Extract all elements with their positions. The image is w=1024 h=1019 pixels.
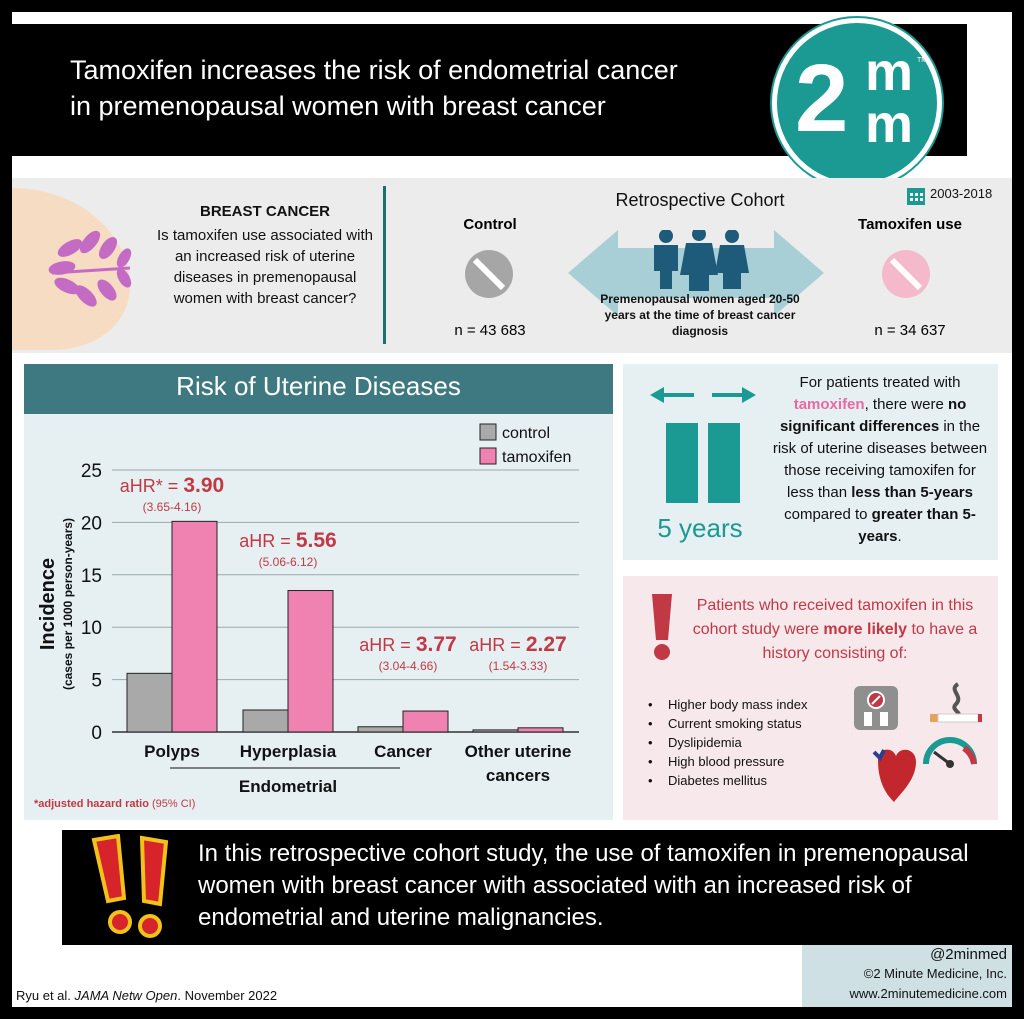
- footnote: *adjusted hazard ratio (95% CI): [34, 798, 195, 810]
- ahr-annotation: aHR = 5.56: [239, 529, 336, 552]
- double-arrow-icon: [568, 230, 824, 316]
- question-heading: BREAST CANCER: [199, 203, 330, 220]
- heart-icon: [872, 749, 916, 802]
- divider: [383, 186, 386, 344]
- 2minmed-logo: 2 m m TM: [772, 18, 942, 188]
- copyright: ©2 Minute Medicine, Inc.: [863, 966, 1007, 981]
- ahr-ci: (3.04-4.66): [379, 659, 438, 673]
- list-item: Current smoking status: [648, 714, 848, 733]
- history-list: Higher body mass index Current smoking s…: [648, 695, 848, 790]
- breast-icon: [12, 188, 132, 350]
- y-axis-sublabel: (cases per 1000 person-years): [61, 518, 75, 690]
- history-title: Patients who received tamoxifen in this …: [692, 597, 978, 662]
- scale-icon: [854, 686, 898, 730]
- bar-control: [472, 729, 519, 733]
- control-pill-icon: [465, 250, 513, 298]
- bar-tamoxifen: [171, 520, 218, 733]
- logo-letter-bottom: m: [865, 94, 914, 154]
- y-tick-label: 15: [81, 566, 102, 587]
- tamoxifen-n: n = 34 637: [874, 322, 946, 339]
- bar-tamoxifen: [517, 727, 564, 733]
- ahr-annotation: aHR = 2.27: [469, 633, 566, 656]
- group-label: Endometrial: [239, 777, 337, 796]
- ahr-annotation: aHR* = 3.90: [120, 474, 224, 497]
- y-tick-label: 20: [81, 513, 102, 534]
- cohort-band: [12, 178, 1012, 353]
- list-item: Higher body mass index: [648, 695, 848, 714]
- exclamation-icon: [652, 594, 672, 660]
- ahr-ci: (3.65-4.16): [143, 500, 202, 514]
- ahr-annotation: aHR = 3.77: [359, 633, 456, 656]
- y-tick-label: 5: [91, 671, 102, 692]
- ahr-ci: (5.06-6.12): [259, 555, 318, 569]
- legend-swatch: [479, 423, 497, 441]
- title-line-2: in premenopausal women with breast cance…: [70, 91, 606, 121]
- legend-swatch: [479, 447, 497, 465]
- citation: Ryu et al. JAMA Netw Open. November 2022: [16, 988, 278, 1003]
- title-line-1: Tamoxifen increases the risk of endometr…: [70, 55, 678, 85]
- calendar-icon: [907, 188, 925, 205]
- bar-control: [357, 726, 404, 733]
- gauge-icon: [923, 737, 977, 768]
- social-handle: @2minmed: [930, 946, 1007, 963]
- cigarette-icon: [930, 682, 982, 723]
- cohort-title: Retrospective Cohort: [615, 190, 785, 210]
- conclusion-text: In this retrospective cohort study, the …: [198, 840, 969, 931]
- x-tick-label: Hyperplasia: [240, 742, 337, 761]
- page-title: Tamoxifen increases the risk of endometr…: [70, 52, 790, 124]
- risk-title: Risk of Uterine Diseases: [176, 371, 461, 401]
- logo-digit: 2: [795, 45, 849, 152]
- legend-label: tamoxifen: [502, 449, 571, 466]
- duration-text: For patients treated with tamoxifen, the…: [772, 374, 988, 545]
- website-url: www.2minutemedicine.com: [849, 986, 1007, 1001]
- tamoxifen-pill-icon: [882, 250, 930, 298]
- date-range: 2003-2018: [930, 186, 993, 201]
- y-axis-label: Incidence: [37, 558, 59, 650]
- y-tick-label: 10: [81, 618, 102, 639]
- conclusion-bar: [62, 830, 1012, 945]
- bar-tamoxifen: [402, 710, 449, 733]
- bar-control: [242, 709, 289, 733]
- x-tick-label: Cancer: [374, 742, 432, 761]
- five-years-icon: [650, 387, 756, 503]
- tamoxifen-label: Tamoxifen use: [858, 216, 962, 233]
- cohort-description: Premenopausal women aged 20-50 years at …: [600, 292, 800, 338]
- risk-header: [24, 364, 613, 414]
- list-item: High blood pressure: [648, 752, 848, 771]
- list-item: Diabetes mellitus: [648, 771, 848, 790]
- x-tick-label: Other uterine: [465, 742, 572, 761]
- x-tick-label: cancers: [486, 766, 550, 785]
- logo-letter-top: m: [865, 42, 914, 102]
- double-exclamation-icon: [91, 834, 169, 938]
- x-tick-label: Polyps: [144, 742, 200, 761]
- control-label: Control: [463, 216, 517, 233]
- list-item: Dyslipidemia: [648, 733, 848, 752]
- bar-control: [126, 672, 173, 733]
- control-n: n = 43 683: [454, 322, 526, 339]
- duration-label: 5 years: [657, 513, 743, 543]
- legend-label: control: [502, 425, 550, 442]
- ahr-ci: (1.54-3.33): [489, 659, 548, 673]
- bar-tamoxifen: [287, 590, 334, 733]
- footer-box: [802, 945, 1012, 1007]
- question-text: Is tamoxifen use associated with an incr…: [157, 227, 373, 307]
- risk-bar-chart: 0 5 10 15 20 25 Incidence (cases per 1000 perso…: [34, 423, 579, 810]
- y-tick-label: 0: [91, 723, 102, 744]
- logo-trademark: TM: [917, 57, 928, 64]
- y-tick-label: 25: [81, 461, 102, 482]
